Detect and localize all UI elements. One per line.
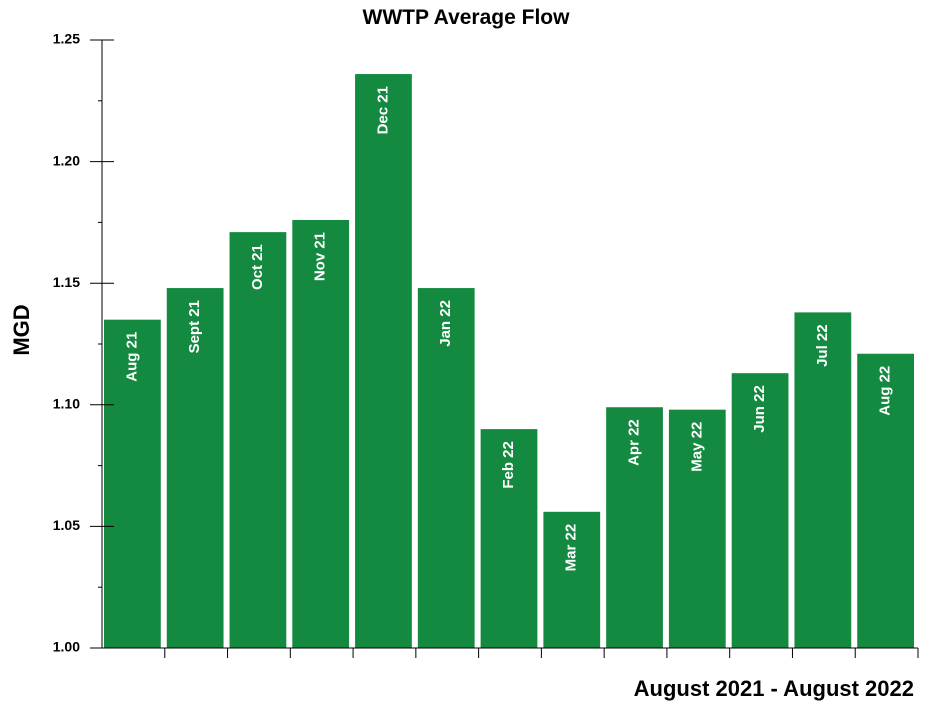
bar-label: Jun 22 bbox=[751, 385, 768, 433]
y-tick-label: 1.20 bbox=[53, 152, 80, 168]
bar bbox=[355, 74, 412, 649]
bar bbox=[166, 288, 224, 648]
bar bbox=[480, 429, 538, 648]
bar bbox=[229, 232, 287, 649]
bar-label: Mar 22 bbox=[563, 524, 580, 572]
chart-title: WWTP Average Flow bbox=[362, 6, 570, 29]
x-axis-label: August 2021 - August 2022 bbox=[633, 676, 914, 701]
bar bbox=[731, 373, 789, 648]
bar bbox=[417, 288, 475, 648]
bar bbox=[606, 407, 663, 648]
bar bbox=[292, 219, 350, 648]
bar-label: May 22 bbox=[688, 422, 705, 472]
bar bbox=[104, 319, 161, 648]
bar-label: Jan 22 bbox=[437, 300, 454, 347]
y-tick-label: 1.00 bbox=[53, 639, 80, 655]
bar-label: Sept 21 bbox=[186, 300, 203, 353]
bar-label: Aug 22 bbox=[877, 366, 894, 416]
bar bbox=[794, 312, 852, 648]
bar-label: Feb 22 bbox=[500, 441, 517, 489]
y-tick-label: 1.15 bbox=[53, 274, 80, 290]
y-tick-label: 1.05 bbox=[53, 517, 80, 533]
bar-label: Dec 21 bbox=[374, 86, 391, 134]
bar-label: Jul 22 bbox=[814, 324, 831, 367]
bar bbox=[668, 409, 726, 648]
y-tick-label: 1.10 bbox=[53, 396, 80, 412]
bar-label: Oct 21 bbox=[249, 244, 266, 290]
bar bbox=[543, 511, 601, 648]
bar-label: Apr 22 bbox=[626, 419, 643, 466]
bar-label: Nov 21 bbox=[312, 232, 329, 281]
bar-label: Aug 21 bbox=[123, 332, 140, 382]
y-tick-label: 1.25 bbox=[53, 31, 80, 47]
bar bbox=[857, 353, 914, 648]
